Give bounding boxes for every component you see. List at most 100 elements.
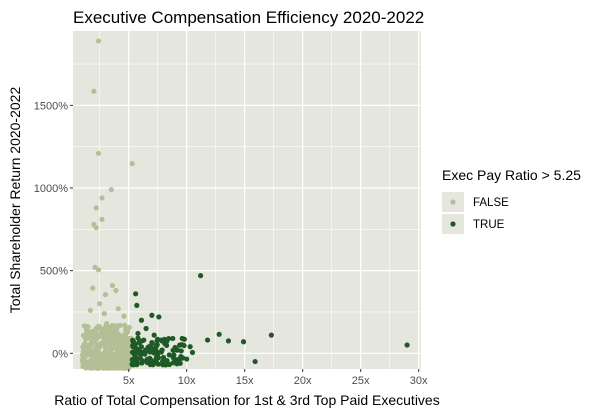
legend-label-false: FALSE bbox=[473, 197, 509, 209]
point-true bbox=[170, 335, 176, 342]
point-false bbox=[88, 339, 95, 345]
point-true-cluster bbox=[154, 338, 160, 344]
point-true bbox=[166, 352, 172, 358]
point-true-cluster bbox=[146, 344, 152, 350]
point-false bbox=[87, 364, 93, 370]
point-true-cluster bbox=[170, 347, 176, 353]
point-false bbox=[95, 267, 102, 273]
point-false bbox=[87, 307, 93, 313]
series-true-points bbox=[129, 273, 410, 368]
y-axis: 0% 500% 1000% 1500% bbox=[34, 100, 73, 360]
point-false bbox=[129, 160, 135, 167]
point-true bbox=[268, 332, 274, 338]
legend: Exec Pay Ratio > 5.25 FALSE TRUE bbox=[442, 167, 581, 234]
point-false bbox=[99, 351, 105, 357]
x-tick-label: 5x bbox=[123, 375, 135, 387]
y-tick-label: 1000% bbox=[34, 183, 68, 195]
point-true bbox=[160, 354, 167, 361]
point-true-cluster bbox=[156, 349, 162, 355]
point-true bbox=[151, 332, 157, 338]
x-tick-label: 25x bbox=[352, 375, 370, 387]
point-true-cluster bbox=[136, 340, 142, 346]
point-true bbox=[252, 358, 258, 365]
point-false-cluster bbox=[122, 322, 128, 328]
point-false bbox=[90, 285, 96, 291]
point-false-cluster bbox=[112, 337, 118, 343]
point-true-cluster bbox=[174, 357, 180, 363]
point-true-cluster bbox=[149, 340, 155, 346]
legend-key-true-marker bbox=[450, 221, 456, 227]
point-true bbox=[216, 331, 222, 337]
point-false-cluster bbox=[105, 324, 111, 331]
point-false bbox=[109, 282, 116, 289]
point-true-cluster bbox=[130, 341, 136, 347]
point-false bbox=[101, 340, 107, 346]
point-true-cluster bbox=[165, 335, 172, 342]
point-false bbox=[100, 362, 106, 368]
point-false-cluster bbox=[79, 352, 85, 358]
point-false bbox=[95, 38, 102, 44]
point-false bbox=[114, 358, 120, 364]
point-false bbox=[121, 313, 127, 319]
point-true bbox=[198, 273, 204, 279]
point-false bbox=[97, 301, 103, 307]
point-true bbox=[404, 342, 410, 348]
point-true bbox=[189, 349, 196, 356]
y-tick-label: 500% bbox=[40, 266, 68, 278]
y-axis-label: Total Shareholder Return 2020-2022 bbox=[7, 87, 23, 314]
point-false bbox=[93, 325, 99, 332]
point-false bbox=[120, 363, 126, 370]
point-true bbox=[134, 302, 140, 308]
point-true bbox=[149, 312, 155, 318]
plot-panel bbox=[73, 31, 421, 371]
point-true-cluster bbox=[135, 335, 141, 341]
point-true bbox=[204, 337, 211, 343]
point-true-cluster bbox=[180, 355, 186, 361]
x-axis: 5x 10x 15x 20x 25x 30x bbox=[123, 369, 428, 387]
point-false bbox=[82, 334, 88, 340]
point-false bbox=[124, 329, 131, 335]
point-false bbox=[123, 343, 129, 349]
point-false bbox=[111, 345, 117, 351]
point-false bbox=[102, 292, 109, 298]
point-true-cluster bbox=[138, 352, 144, 358]
point-true-cluster bbox=[177, 360, 183, 366]
point-false bbox=[86, 350, 92, 356]
point-false bbox=[108, 187, 114, 193]
point-true-cluster bbox=[153, 358, 159, 364]
point-false-cluster bbox=[112, 332, 118, 338]
point-false bbox=[90, 354, 96, 361]
point-false bbox=[91, 88, 97, 94]
point-false bbox=[98, 330, 104, 337]
point-false bbox=[115, 306, 121, 312]
point-false bbox=[83, 360, 89, 366]
point-false bbox=[116, 349, 122, 355]
point-false bbox=[94, 356, 100, 362]
point-true-cluster bbox=[143, 347, 149, 354]
point-true-cluster bbox=[132, 351, 138, 357]
point-true-cluster bbox=[144, 359, 150, 366]
point-false bbox=[84, 344, 90, 351]
point-true-cluster bbox=[160, 362, 166, 368]
point-true-cluster bbox=[129, 362, 135, 368]
point-true-cluster bbox=[179, 335, 185, 342]
point-false bbox=[99, 195, 105, 201]
y-tick-label: 1500% bbox=[34, 100, 68, 112]
point-true bbox=[135, 330, 141, 337]
point-false bbox=[102, 348, 109, 354]
x-tick-label: 30x bbox=[410, 375, 428, 387]
y-tick-label: 0% bbox=[52, 348, 68, 360]
point-true bbox=[138, 317, 145, 323]
point-false bbox=[104, 320, 110, 327]
point-true-cluster bbox=[178, 348, 184, 354]
point-false bbox=[101, 311, 107, 317]
point-false-cluster bbox=[104, 329, 110, 336]
point-true-cluster bbox=[147, 355, 153, 361]
point-false bbox=[122, 347, 128, 353]
point-false-cluster bbox=[113, 352, 120, 358]
point-true-cluster bbox=[164, 358, 170, 364]
point-true-cluster bbox=[161, 336, 168, 342]
point-true-cluster bbox=[174, 347, 180, 353]
point-true bbox=[143, 325, 149, 332]
